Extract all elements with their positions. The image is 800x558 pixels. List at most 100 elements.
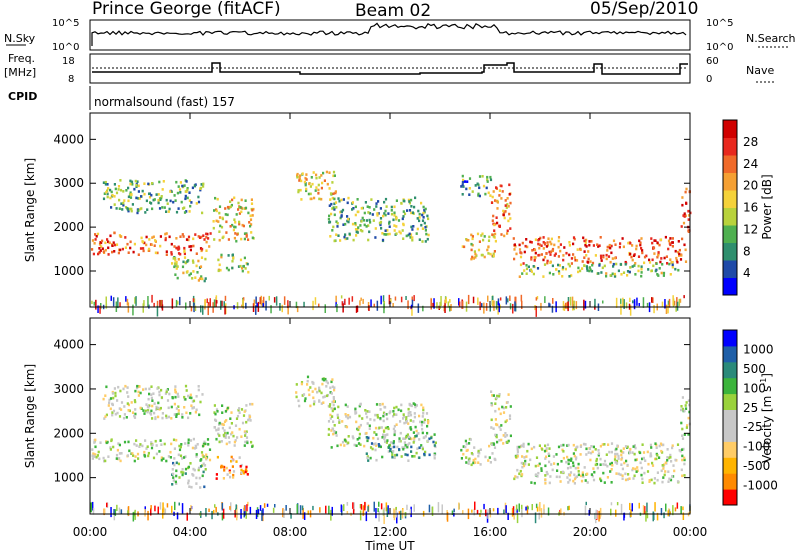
velocity-scatter-cell-0 [91,448,94,451]
power-scatter-cell-6 [423,221,426,225]
velocity-scatter-cell-10 [560,471,563,474]
power-clutter-mark [509,303,512,310]
velocity-scatter-cell-3 [213,404,216,407]
power-scatter-cell-11 [532,265,535,268]
power-scatter-cell-6 [357,226,360,229]
velocity-scatter-cell-11 [681,434,684,437]
power-scatter-cell-6 [339,210,342,214]
power-scatter-cell-8 [487,191,490,195]
power-scatter-cell-9 [498,224,501,228]
velocity-scatter-cell-10 [642,456,645,460]
velocity-clutter-mark [331,506,333,516]
velocity-clutter-mark [567,506,569,511]
velocity-scatter-cell-10 [683,456,686,460]
velocity-scatter-cell-6 [395,405,398,409]
velocity-clutter-mark [396,512,398,524]
power-scatter-cell-6 [422,205,425,209]
velocity-clutter-mark [359,510,362,521]
velocity-scatter-cell-0 [163,442,166,446]
velocity-scatter-cell-0 [180,443,183,446]
power-scatter-cell-0 [142,249,145,253]
velocity-scatter-cell-10 [664,470,667,473]
velocity-scatter-cell-4 [242,469,245,473]
velocity-scatter-cell-6 [341,440,345,444]
velocity-scatter-cell-0 [96,454,99,457]
power-clutter-mark [260,295,262,306]
power-scatter-cell-1 [160,196,163,200]
power-colorbar-swatch [723,155,737,173]
power-scatter-cell-10 [592,244,595,247]
power-clutter-mark [602,300,604,304]
velocity-scatter-cell-10 [664,461,667,464]
power-clutter-mark [661,301,664,307]
velocity-clutter-mark [367,506,369,512]
power-scatter-cell-10 [605,257,608,261]
power-scatter-cell-11 [557,263,560,267]
velocity-scatter-cell-10 [599,457,602,461]
velocity-scatter-cell-6 [372,443,375,446]
power-scatter-cell-7 [477,248,481,252]
velocity-scatter-cell-10 [602,471,605,475]
velocity-scatter-cell-10 [555,453,558,456]
power-scatter-cell-10 [667,239,671,243]
velocity-clutter-mark [213,509,215,514]
velocity-scatter-cell-0 [158,450,161,453]
power-scatter-cell-0 [151,236,154,239]
power-clutter-mark [388,294,391,305]
velocity-scatter-cell-5 [306,375,310,379]
power-scatter-cell-6 [425,232,428,236]
velocity-scatter-cell-3 [245,404,248,407]
velocity-scatter-cell-10 [641,481,644,484]
power-scatter-cell-2 [171,262,174,265]
power-scatter-cell-10 [667,247,670,251]
power-scatter-cell-11 [640,271,643,274]
velocity-scatter-cell-10 [538,444,541,447]
power-clutter-mark [383,303,385,314]
velocity-scatter-cell-8 [464,445,467,449]
velocity-colorbar-swatch [723,377,737,395]
power-ylabel: Slant Range [km] [23,158,37,262]
power-scatter-cell-11 [612,262,615,266]
power-clutter-mark [407,300,409,310]
power-scatter-cell-7 [480,234,483,237]
power-scatter-cell-10 [574,258,577,262]
power-scatter-cell-6 [422,211,425,215]
velocity-scatter-cell-6 [420,403,423,407]
velocity-scatter-cell-0 [160,456,163,459]
power-scatter-cell-5 [305,189,308,193]
power-scatter-cell-10 [676,250,680,254]
power-scatter-cell-6 [333,202,336,206]
velocity-scatter-cell-3 [221,426,224,430]
power-scatter-cell-12 [683,215,686,218]
velocity-scatter-cell-6 [328,405,331,408]
velocity-scatter-cell-6 [357,442,361,445]
power-scatter-cell-1 [115,191,119,195]
velocity-scatter-cell-7 [393,456,396,460]
velocity-scatter-cell-7 [403,441,406,444]
power-clutter-mark [447,301,450,308]
velocity-scatter-cell-1 [111,403,114,407]
power-scatter-cell-1 [119,179,122,182]
power-scatter-cell-6 [388,222,391,225]
velocity-scatter-cell-10 [537,464,540,467]
velocity-scatter-cell-5 [314,387,317,391]
velocity-scatter-cell-10 [548,454,551,457]
velocity-scatter-cell-6 [412,402,415,405]
power-scatter-cell-5 [315,173,318,177]
velocity-scatter-cell-1 [192,406,195,409]
velocity-scatter-cell-0 [97,450,100,454]
velocity-scatter-cell-1 [147,397,150,401]
velocity-scatter-cell-2 [184,472,187,475]
power-scatter-cell-10 [602,255,605,259]
velocity-scatter-cell-6 [399,431,402,435]
velocity-scatter-cell-8 [464,439,467,443]
velocity-scatter-cell-6 [357,428,360,432]
velocity-scatter-cell-10 [671,446,674,450]
velocity-clutter-mark [245,511,247,519]
power-scatter-cell-0 [99,249,102,252]
velocity-clutter-mark [654,502,656,512]
velocity-scatter-cell-10 [535,456,539,459]
velocity-scatter-cell-5 [321,377,324,381]
power-scatter-cell-6 [402,237,405,240]
velocity-scatter-cell-7 [383,437,386,441]
